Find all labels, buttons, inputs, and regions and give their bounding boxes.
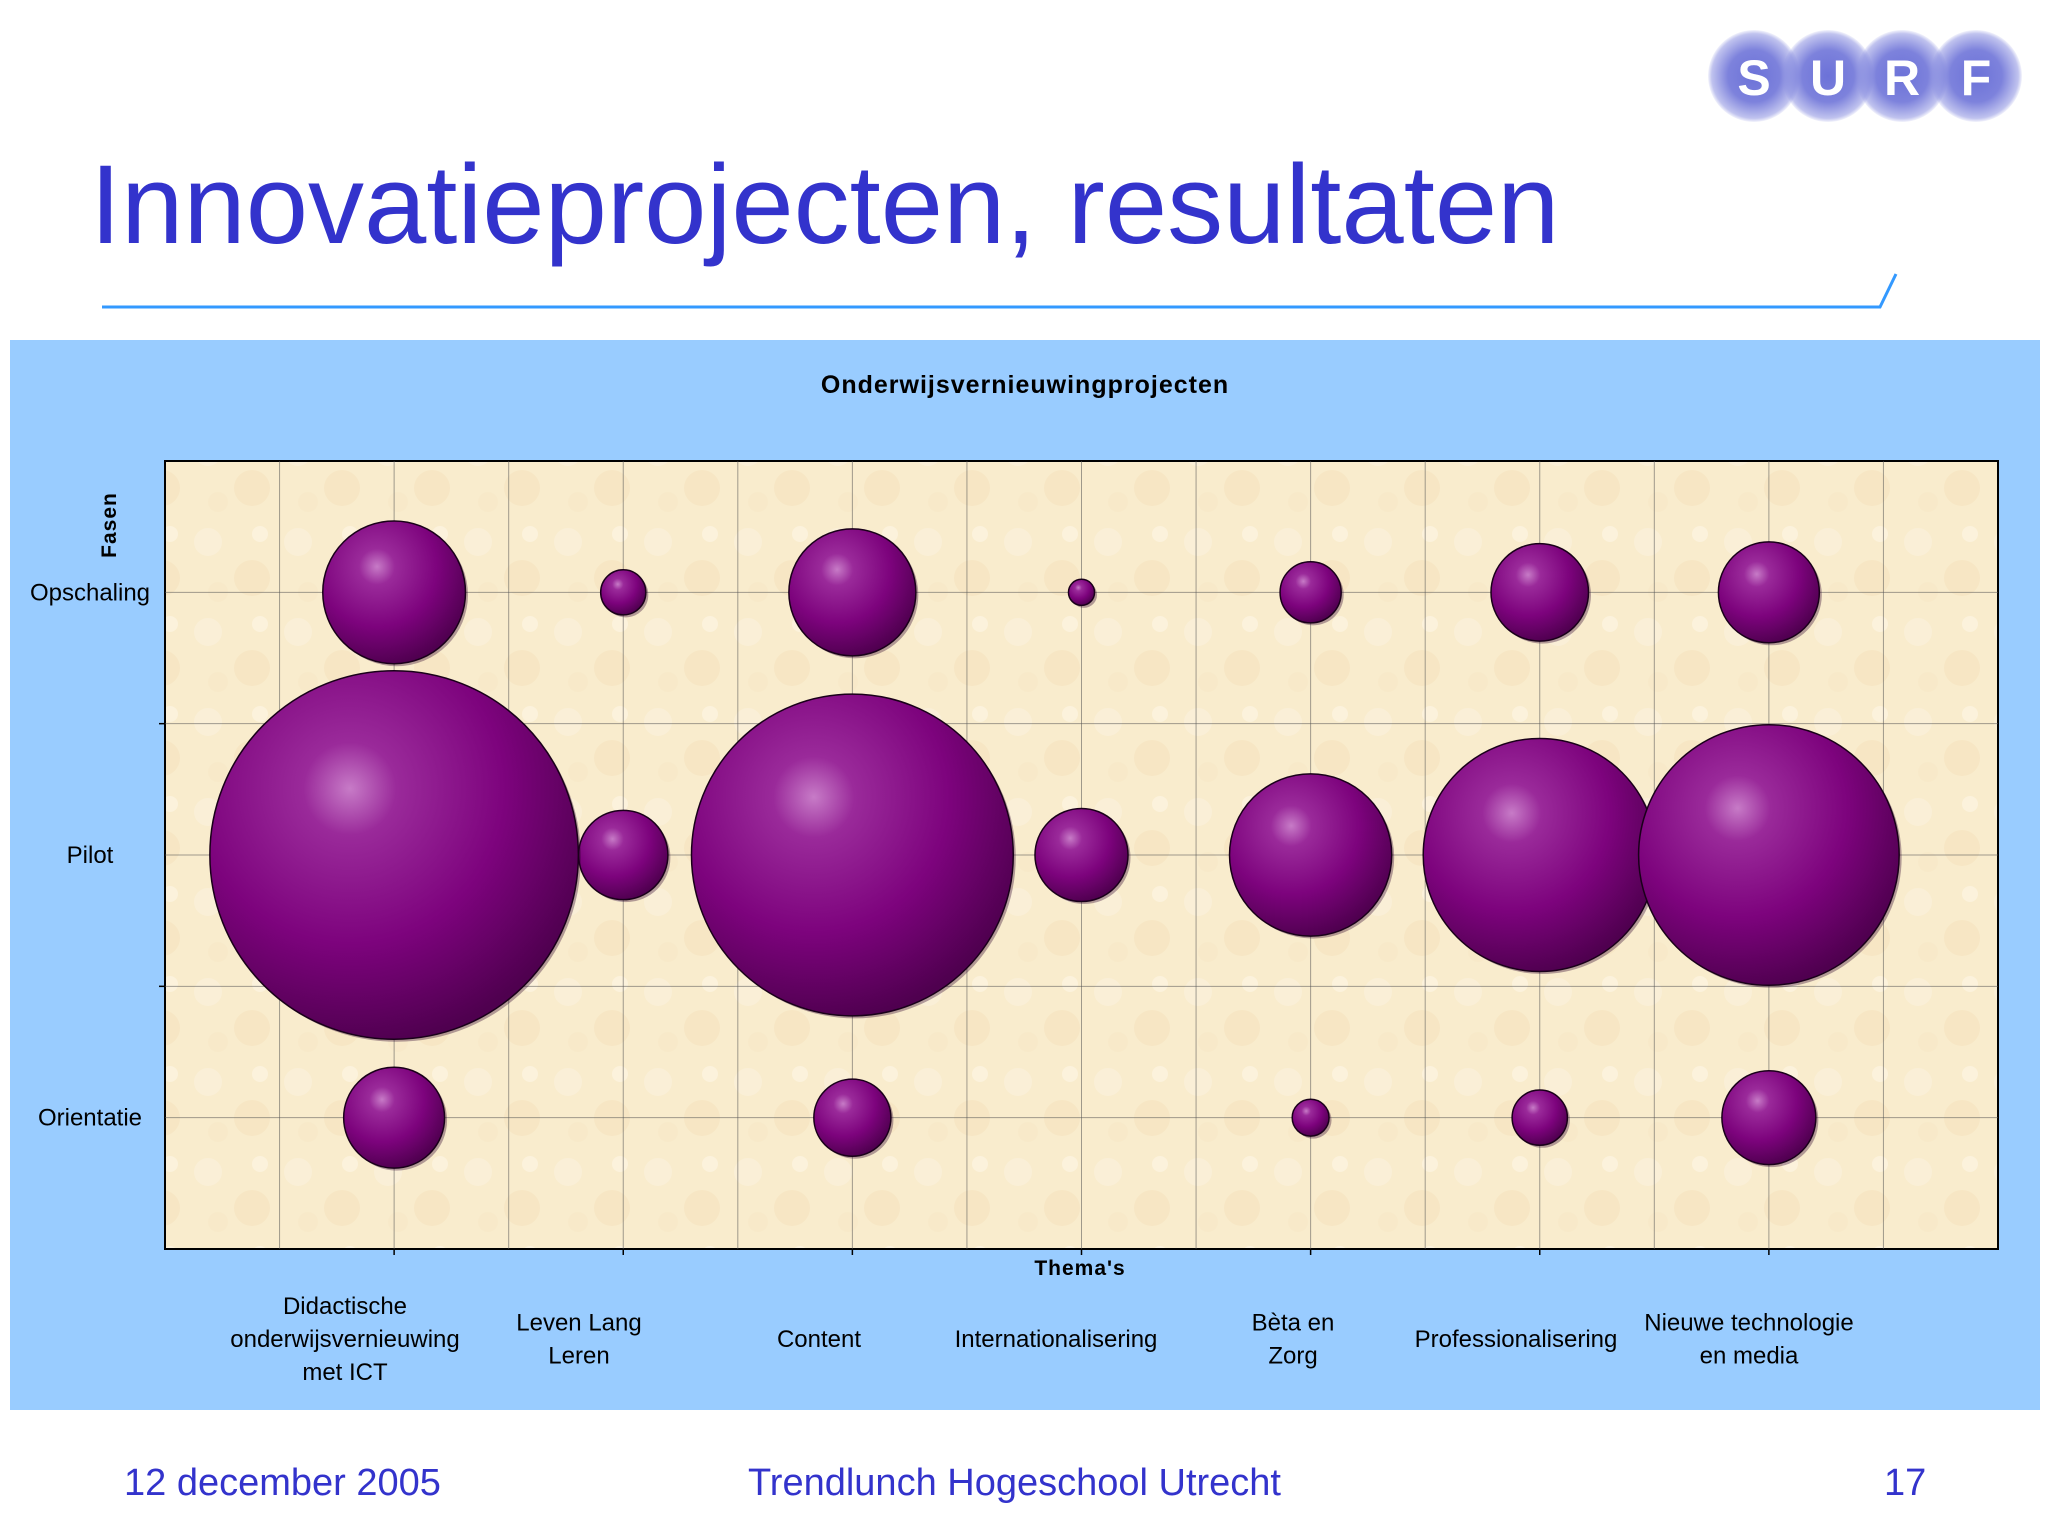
bubble: [1228, 773, 1393, 937]
bubble: [1511, 1089, 1569, 1147]
bubble: [1067, 578, 1096, 607]
bubble: [690, 693, 1015, 1017]
y-tick-label: Pilot: [67, 842, 114, 869]
chart-panel: Onderwijsvernieuwingprojecten Orientatie…: [10, 340, 2040, 1410]
bubble: [577, 809, 669, 901]
x-tick-label-line: met ICT: [302, 1359, 388, 1386]
x-tick-label: Content: [777, 1326, 861, 1353]
footer-event: Trendlunch Hogeschool Utrecht: [748, 1462, 1281, 1504]
footer-page-number: 17: [1884, 1462, 1927, 1504]
x-tick-label: Bèta en Zorg: [1252, 1310, 1335, 1370]
x-tick-label: Nieuwe technologie en media: [1644, 1310, 1853, 1370]
x-tick-label-line: Bèta en: [1252, 1310, 1335, 1337]
x-tick-label-line: Content: [777, 1326, 861, 1353]
footer-date: 12 december 2005: [124, 1462, 441, 1504]
bubbles: [209, 520, 1902, 1171]
bubble: [342, 1066, 446, 1169]
x-tick-label: Leven Lang Leren: [516, 1310, 641, 1370]
x-tick-label-line: Nieuwe technologie: [1644, 1310, 1853, 1337]
bubble: [599, 569, 647, 616]
logo-blob: [1930, 30, 2022, 122]
x-tick-label-line: Didactische: [283, 1293, 407, 1320]
y-tick-labels: Orientatie Pilot Opschaling: [30, 579, 150, 1131]
logo-letter: F: [1960, 50, 1992, 106]
bubble: [1717, 541, 1821, 644]
x-tick-label-line: Professionalisering: [1415, 1326, 1618, 1353]
x-tick-labels: Didactische onderwijsvernieuwing met ICT Le…: [230, 1293, 1853, 1386]
axis-ticks: [159, 722, 1770, 1255]
bubble: [1490, 542, 1590, 642]
y-tick-label: Opschaling: [30, 579, 150, 606]
x-tick-label: Professionalisering: [1415, 1326, 1618, 1353]
title-underline: [102, 273, 1898, 309]
x-tick-label-line: Zorg: [1268, 1343, 1317, 1370]
bubble: [1034, 807, 1129, 903]
bubble: [1721, 1069, 1817, 1166]
bubble: [1422, 737, 1658, 973]
surf-logo: S U R F: [1708, 22, 2038, 132]
bubble: [1291, 1098, 1330, 1137]
bubble: [1637, 723, 1900, 987]
x-tick-label: Didactische onderwijsvernieuwing met ICT: [230, 1293, 459, 1386]
y-axis-title: Fasen: [98, 492, 121, 558]
x-tick-label-line: Internationalisering: [955, 1326, 1158, 1353]
bubble-chart: Onderwijsvernieuwingprojecten Orientatie…: [30, 371, 1999, 1386]
x-tick-label-line: onderwijsvernieuwing: [230, 1326, 459, 1353]
bubble: [322, 520, 467, 665]
x-tick-label-line: Leven Lang: [516, 1310, 641, 1337]
chart-title: Onderwijsvernieuwingprojecten: [821, 371, 1229, 399]
logo-letter: R: [1883, 50, 1921, 106]
bubble: [1279, 561, 1342, 624]
x-tick-label-line: en media: [1700, 1343, 1799, 1370]
bubble: [813, 1078, 892, 1157]
logo-letter: S: [1737, 50, 1771, 106]
bubble: [788, 528, 917, 657]
x-tick-label: Internationalisering: [955, 1326, 1158, 1353]
y-tick-label: Orientatie: [38, 1105, 142, 1132]
bubble: [209, 669, 580, 1041]
slide-title: Innovatieprojecten, resultaten: [90, 142, 1560, 267]
x-axis-title: Thema's: [1034, 1257, 1125, 1280]
logo-letter: U: [1809, 50, 1847, 106]
x-tick-label-line: Leren: [548, 1343, 609, 1370]
